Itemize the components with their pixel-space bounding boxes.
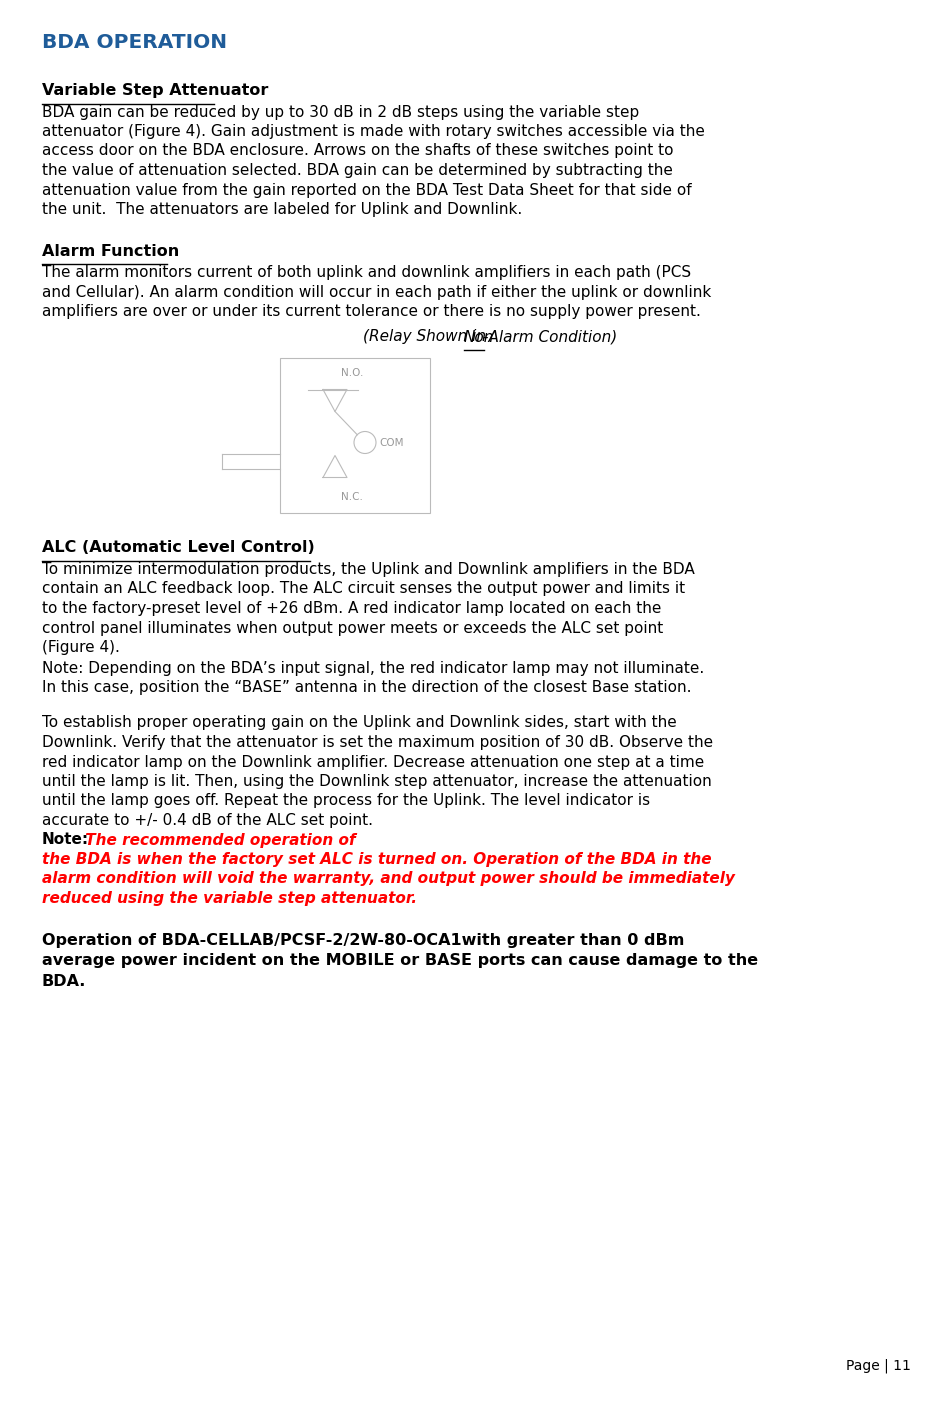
Text: Note:: Note:	[42, 832, 89, 848]
Text: access door on the BDA enclosure. Arrows on the shafts of these switches point t: access door on the BDA enclosure. Arrows…	[42, 143, 673, 158]
Text: alarm condition will void the warranty, and output power should be immediately: alarm condition will void the warranty, …	[42, 871, 734, 887]
Text: Page | 11: Page | 11	[845, 1359, 910, 1373]
Text: Variable Step Attenuator: Variable Step Attenuator	[42, 83, 268, 98]
Text: contain an ALC feedback loop. The ALC circuit senses the output power and limits: contain an ALC feedback loop. The ALC ci…	[42, 581, 684, 597]
Text: In this case, position the “BASE” antenna in the direction of the closest Base s: In this case, position the “BASE” antenn…	[42, 679, 691, 695]
Text: BDA.: BDA.	[42, 974, 87, 989]
Text: N.C.: N.C.	[341, 493, 363, 503]
Text: BDA gain can be reduced by up to 30 dB in 2 dB steps using the variable step: BDA gain can be reduced by up to 30 dB i…	[42, 105, 639, 119]
Text: The alarm monitors current of both uplink and downlink amplifiers in each path (: The alarm monitors current of both uplin…	[42, 265, 690, 280]
Text: -Alarm Condition): -Alarm Condition)	[483, 329, 616, 345]
Text: To establish proper operating gain on the Uplink and Downlink sides, start with : To establish proper operating gain on th…	[42, 716, 676, 730]
Text: (Figure 4).: (Figure 4).	[42, 640, 120, 656]
Text: the unit.  The attenuators are labeled for Uplink and Downlink.: the unit. The attenuators are labeled fo…	[42, 202, 522, 217]
Text: until the lamp goes off. Repeat the process for the Uplink. The level indicator : until the lamp goes off. Repeat the proc…	[42, 793, 649, 808]
Text: until the lamp is lit. Then, using the Downlink step attenuator, increase the at: until the lamp is lit. Then, using the D…	[42, 773, 711, 789]
Text: and Cellular). An alarm condition will occur in each path if either the uplink o: and Cellular). An alarm condition will o…	[42, 284, 710, 300]
Text: (Relay Shown in: (Relay Shown in	[363, 329, 490, 345]
Text: to the factory-preset level of +26 dBm. A red indicator lamp located on each the: to the factory-preset level of +26 dBm. …	[42, 601, 661, 616]
Text: the value of attenuation selected. BDA gain can be determined by subtracting the: the value of attenuation selected. BDA g…	[42, 163, 672, 178]
Text: red indicator lamp on the Downlink amplifier. Decrease attenuation one step at a: red indicator lamp on the Downlink ampli…	[42, 755, 704, 769]
Text: COM: COM	[379, 437, 403, 447]
Bar	[280, 357, 429, 513]
Text: Downlink. Verify that the attenuator is set the maximum position of 30 dB. Obser: Downlink. Verify that the attenuator is …	[42, 736, 712, 750]
Text: control panel illuminates when output power meets or exceeds the ALC set point: control panel illuminates when output po…	[42, 621, 663, 636]
Text: To minimize intermodulation products, the Uplink and Downlink amplifiers in the : To minimize intermodulation products, th…	[42, 562, 694, 577]
Text: N.O.: N.O.	[341, 367, 363, 377]
Text: Alarm Function: Alarm Function	[42, 244, 179, 259]
Text: the BDA is when the factory set ALC is turned on. Operation of the BDA in the: the BDA is when the factory set ALC is t…	[42, 852, 711, 867]
Text: The recommended operation of: The recommended operation of	[80, 832, 355, 848]
Text: ALC (Automatic Level Control): ALC (Automatic Level Control)	[42, 541, 314, 556]
Text: accurate to +/- 0.4 dB of the ALC set point.: accurate to +/- 0.4 dB of the ALC set po…	[42, 813, 372, 828]
Text: average power incident on the MOBILE or BASE ports can cause damage to the: average power incident on the MOBILE or …	[42, 953, 758, 968]
Text: reduced using the variable step attenuator.: reduced using the variable step attenuat…	[42, 891, 417, 906]
Text: Operation of BDA-CELLAB/PCSF-2/2W-80-OCA1with greater than 0 dBm: Operation of BDA-CELLAB/PCSF-2/2W-80-OCA…	[42, 933, 684, 947]
Text: amplifiers are over or under its current tolerance or there is no supply power p: amplifiers are over or under its current…	[42, 304, 700, 319]
Text: Non: Non	[464, 329, 494, 345]
Text: BDA OPERATION: BDA OPERATION	[42, 34, 227, 52]
Text: attenuation value from the gain reported on the BDA Test Data Sheet for that sid: attenuation value from the gain reported…	[42, 182, 691, 198]
Text: Note: Depending on the BDA’s input signal, the red indicator lamp may not illumi: Note: Depending on the BDA’s input signa…	[42, 660, 704, 675]
Text: attenuator (Figure 4). Gain adjustment is made with rotary switches accessible v: attenuator (Figure 4). Gain adjustment i…	[42, 125, 704, 139]
